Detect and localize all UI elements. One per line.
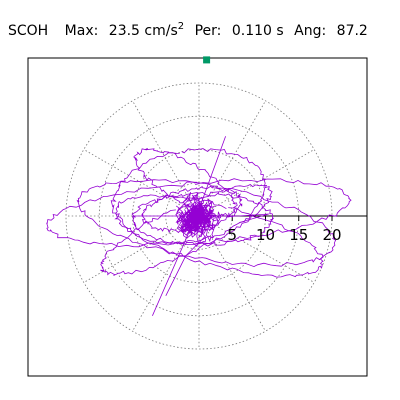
per-label: Per: bbox=[194, 23, 222, 39]
tick-label: 10 bbox=[256, 226, 275, 244]
trace-loop bbox=[115, 194, 324, 278]
max-value: 23.5 bbox=[108, 23, 140, 39]
max-label: Max: bbox=[64, 23, 99, 39]
max-unit: cm/s bbox=[144, 23, 178, 39]
trace-loop bbox=[133, 148, 238, 218]
max-point-marker bbox=[203, 56, 211, 64]
ang-label: Ang: bbox=[294, 23, 327, 39]
trace-loop bbox=[100, 184, 273, 276]
trace-loop bbox=[76, 179, 337, 268]
trace-excursion bbox=[132, 213, 269, 224]
max-unit-exponent: 2 bbox=[177, 21, 185, 32]
header: SCOH Max: 23.5 cm/s2 Per: 0.110 s Ang: 8… bbox=[8, 19, 368, 39]
trace-excursion bbox=[165, 235, 206, 296]
trace-loop bbox=[131, 191, 275, 248]
tick-label: 20 bbox=[322, 226, 341, 244]
particle-motion-trace bbox=[46, 136, 352, 316]
per-value: 0.110 s bbox=[231, 23, 284, 39]
grid-spoke bbox=[198, 100, 266, 217]
radial-tick-labels: 5 10 15 20 bbox=[227, 226, 341, 244]
trace-loop bbox=[110, 148, 266, 245]
station-name: SCOH bbox=[8, 23, 49, 39]
ang-value: 87.2 bbox=[336, 23, 368, 39]
trace-loop bbox=[46, 178, 352, 248]
tick-label: 15 bbox=[289, 226, 308, 244]
tick-label: 5 bbox=[227, 226, 237, 244]
trace-loop bbox=[141, 185, 243, 234]
trace-excursion bbox=[152, 136, 226, 316]
plot-frame bbox=[27, 57, 368, 377]
